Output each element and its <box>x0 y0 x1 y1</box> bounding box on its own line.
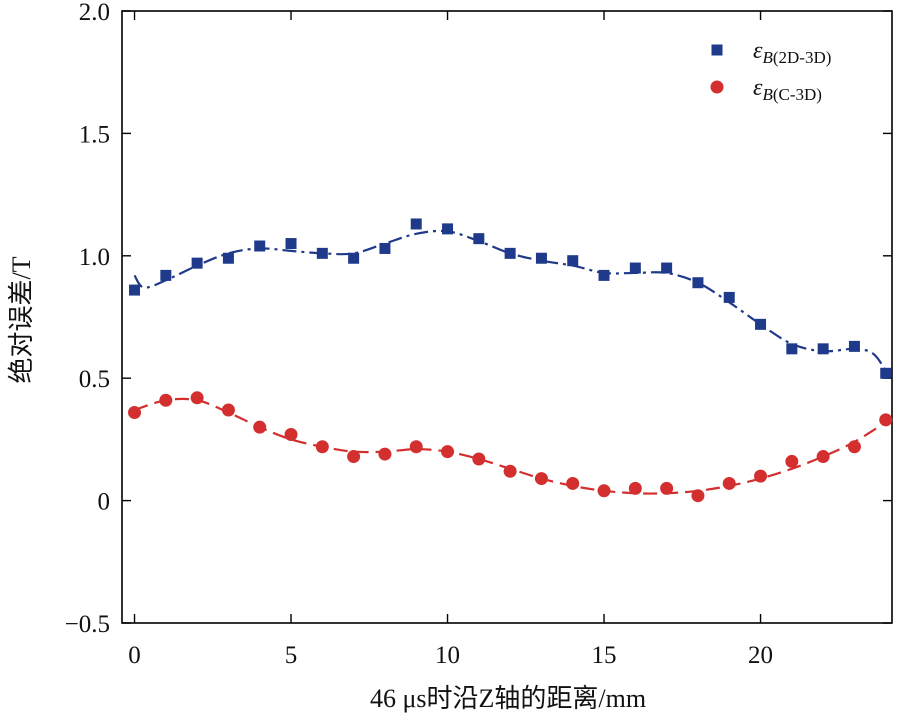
y-tick-label: −0.5 <box>65 611 110 638</box>
data-point <box>348 252 360 264</box>
series-1-fit-line <box>134 397 887 495</box>
axis-ticks: 0 5 10 15 20 −0.5 0 0.5 1.0 1.5 2.0 <box>65 0 892 669</box>
data-point <box>754 469 768 483</box>
y-axis-title: 绝对误差/T <box>7 256 36 383</box>
legend-label: εB(2D-3D) <box>753 38 831 67</box>
data-point <box>597 484 611 498</box>
x-axis-title: 46 μs时沿Z轴的距离/mm <box>370 684 646 713</box>
x-tick-label: 0 <box>128 642 141 669</box>
data-point <box>504 247 516 259</box>
plot-frame <box>121 10 893 624</box>
data-point <box>786 343 798 355</box>
x-tick-label: 10 <box>435 642 460 669</box>
legend-marker-square <box>711 44 723 56</box>
x-tick-label: 5 <box>285 642 298 669</box>
series-layer <box>128 218 893 503</box>
y-tick-label: 0.5 <box>79 366 110 393</box>
y-tick-label: 2.0 <box>79 0 110 26</box>
data-point <box>221 403 235 417</box>
data-point <box>534 472 548 486</box>
data-point <box>284 428 298 442</box>
data-point <box>722 476 736 490</box>
data-point <box>629 262 641 274</box>
data-point <box>755 318 767 330</box>
data-point <box>442 223 454 235</box>
data-point <box>441 445 455 459</box>
y-tick-label: 1.0 <box>79 244 110 271</box>
data-point <box>661 262 673 274</box>
data-point <box>285 238 297 250</box>
data-point <box>535 252 547 264</box>
data-point <box>222 252 234 264</box>
data-point <box>567 255 579 267</box>
data-point <box>848 340 860 352</box>
data-point <box>472 452 486 466</box>
data-point <box>566 476 580 490</box>
data-point <box>190 391 204 405</box>
data-point <box>316 247 328 259</box>
data-point <box>847 440 861 454</box>
series-1 <box>128 391 893 503</box>
legend-marker-circle <box>710 80 724 94</box>
y-tick-label: 0 <box>98 489 111 516</box>
data-point <box>410 218 422 230</box>
x-tick-label: 20 <box>748 642 773 669</box>
data-point <box>191 257 203 269</box>
data-point <box>691 489 705 503</box>
data-point <box>817 343 829 355</box>
data-point <box>503 464 517 478</box>
data-point <box>378 447 392 461</box>
data-point <box>692 277 704 289</box>
data-point <box>628 481 642 495</box>
plot-border <box>121 10 893 624</box>
data-point <box>879 413 893 427</box>
data-point <box>598 269 610 281</box>
data-point <box>409 440 423 454</box>
data-point <box>347 450 361 464</box>
data-point <box>880 367 892 379</box>
legend-label: εB(C-3D) <box>753 75 822 104</box>
data-point <box>315 440 329 454</box>
data-point <box>379 242 391 254</box>
data-point <box>254 240 266 252</box>
x-tick-label: 15 <box>592 642 617 669</box>
data-point <box>129 284 141 296</box>
data-point <box>723 291 735 303</box>
data-point <box>816 450 830 464</box>
series-0 <box>129 218 892 379</box>
series-0-fit-line <box>133 229 887 372</box>
data-point <box>159 393 173 407</box>
data-point <box>473 233 485 245</box>
data-point <box>253 420 267 434</box>
y-tick-label: 1.5 <box>79 121 110 148</box>
legend: εB(2D-3D) εB(C-3D) <box>710 38 831 104</box>
data-point <box>785 454 799 468</box>
data-point <box>160 269 172 281</box>
data-point <box>660 481 674 495</box>
data-point <box>128 405 142 419</box>
